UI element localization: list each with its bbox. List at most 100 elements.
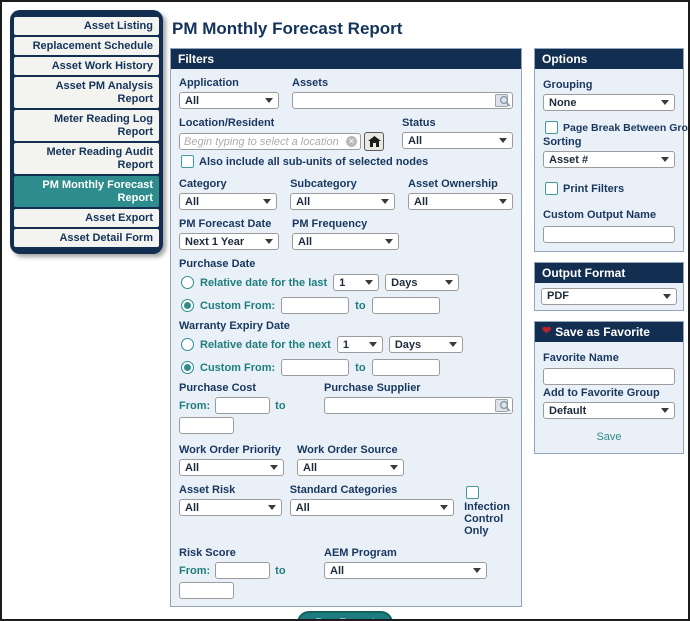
asset-ownership-select[interactable]: All xyxy=(408,193,513,210)
dropdown-arrow-icon xyxy=(265,98,273,103)
asset-risk-value: All xyxy=(185,501,200,514)
sidebar-item-replacement-schedule[interactable]: Replacement Schedule xyxy=(14,37,159,55)
dropdown-arrow-icon xyxy=(390,465,398,470)
asset-risk-select[interactable]: All xyxy=(179,499,282,516)
sidebar-item-asset-pm-analysis[interactable]: Asset PM Analysis Report xyxy=(14,77,159,108)
standard-categories-label: Standard Categories xyxy=(289,484,398,496)
sidebar-item-asset-export[interactable]: Asset Export xyxy=(14,209,159,227)
home-icon[interactable] xyxy=(364,132,384,151)
status-label: Status xyxy=(402,117,436,129)
dropdown-arrow-icon xyxy=(365,280,374,285)
output-format-select[interactable]: PDF xyxy=(541,287,677,305)
warranty-unit-select[interactable]: Days xyxy=(388,336,463,353)
dropdown-arrow-icon xyxy=(263,199,272,204)
warranty-expiry-date-label: Warranty Expiry Date xyxy=(179,320,290,332)
location-resident-label: Location/Resident xyxy=(179,117,275,129)
purchase-date-to-input[interactable] xyxy=(371,297,440,314)
status-select[interactable]: All xyxy=(402,132,513,149)
status-value: All xyxy=(408,134,423,147)
grouping-select[interactable]: None xyxy=(543,94,675,111)
filters-panel-header: Filters xyxy=(171,49,521,69)
sidebar-item-asset-work-history[interactable]: Asset Work History xyxy=(14,57,159,75)
sidebar-item-meter-reading-audit[interactable]: Meter Reading Audit Report xyxy=(14,143,159,174)
output-format-value: PDF xyxy=(547,290,569,302)
dropdown-arrow-icon xyxy=(265,239,273,244)
application-value: All xyxy=(185,94,200,107)
save-as-favorite-title: Save as Favorite xyxy=(555,324,650,339)
warranty-to-input[interactable] xyxy=(371,359,440,376)
page-break-checkbox[interactable] xyxy=(545,121,558,134)
purchase-date-custom-radio[interactable] xyxy=(181,299,194,312)
purchase-cost-from-input[interactable] xyxy=(215,397,271,414)
run-report-button[interactable]: Run Report xyxy=(297,611,393,619)
purchase-date-number-select[interactable]: 1 xyxy=(333,274,380,291)
category-select[interactable]: All xyxy=(179,193,278,210)
standard-categories-select[interactable]: All xyxy=(289,499,455,516)
clear-filters-link[interactable]: Clear Filters xyxy=(452,618,511,619)
purchase-date-unit-select[interactable]: Days xyxy=(385,274,460,291)
purchase-date-from-input[interactable] xyxy=(281,297,350,314)
purchase-cost-to-input[interactable] xyxy=(179,417,234,434)
options-panel: Options Grouping None Page Break Between… xyxy=(534,48,688,252)
warranty-relative-radio[interactable] xyxy=(181,338,194,351)
sidebar-item-asset-listing[interactable]: Asset Listing xyxy=(14,17,159,35)
work-order-priority-select[interactable]: All xyxy=(179,459,284,476)
infection-control-label: Infection Control Only xyxy=(464,501,510,537)
search-icon[interactable] xyxy=(495,399,511,412)
print-filters-checkbox[interactable] xyxy=(545,182,558,195)
dropdown-arrow-icon xyxy=(381,199,390,204)
purchase-date-relative-radio[interactable] xyxy=(181,276,194,289)
grouping-value: None xyxy=(549,96,577,109)
pm-frequency-select[interactable]: All xyxy=(292,233,399,250)
subunits-checkbox[interactable] xyxy=(181,155,194,168)
report-nav-sidebar: Asset Listing Replacement Schedule Asset… xyxy=(10,10,163,254)
location-input[interactable] xyxy=(179,133,361,150)
purchase-supplier-input[interactable] xyxy=(324,397,513,414)
work-order-source-select[interactable]: All xyxy=(297,459,404,476)
pm-frequency-value: All xyxy=(298,235,313,248)
warranty-custom-radio[interactable] xyxy=(181,361,194,374)
warranty-number-value: 1 xyxy=(342,338,349,351)
subcategory-select[interactable]: All xyxy=(290,193,396,210)
aem-program-select[interactable]: All xyxy=(324,562,487,579)
dropdown-arrow-icon xyxy=(473,568,481,573)
infection-control-checkbox[interactable] xyxy=(466,486,480,499)
dropdown-arrow-icon xyxy=(440,505,449,510)
risk-score-to-input[interactable] xyxy=(179,582,234,599)
purchase-cost-label: Purchase Cost xyxy=(179,382,257,394)
warranty-number-select[interactable]: 1 xyxy=(336,336,383,353)
purchase-date-relative-label: Relative date for the last xyxy=(200,276,328,289)
asset-ownership-value: All xyxy=(414,195,429,208)
pm-forecast-date-select[interactable]: Next 1 Year xyxy=(179,233,279,250)
custom-output-name-input[interactable] xyxy=(543,225,675,243)
save-as-favorite-panel-header: ❤ Save as Favorite xyxy=(535,321,683,342)
clear-location-icon[interactable]: ✕ xyxy=(346,136,357,147)
dropdown-arrow-icon xyxy=(445,280,454,285)
save-favorite-link[interactable]: Save xyxy=(596,431,622,443)
warranty-unit-value: Days xyxy=(394,338,422,351)
sorting-select[interactable]: Asset # xyxy=(543,151,675,168)
subunits-label: Also include all sub-units of selected n… xyxy=(199,155,429,168)
sidebar-item-asset-detail-form[interactable]: Asset Detail Form xyxy=(14,229,159,247)
sidebar-item-pm-monthly-forecast[interactable]: PM Monthly Forecast Report xyxy=(14,176,159,207)
aem-program-label: AEM Program xyxy=(324,547,397,559)
purchase-date-number-value: 1 xyxy=(339,276,346,289)
risk-score-from-input[interactable] xyxy=(215,562,271,579)
application-label: Application xyxy=(179,77,239,89)
application-select[interactable]: All xyxy=(179,92,279,109)
favorite-name-input[interactable] xyxy=(543,368,675,385)
purchase-date-label: Purchase Date xyxy=(179,258,256,270)
category-value: All xyxy=(185,195,200,208)
asset-risk-label: Asset Risk xyxy=(179,484,236,496)
sidebar-item-meter-reading-log[interactable]: Meter Reading Log Report xyxy=(14,110,159,141)
pm-forecast-date-value: Next 1 Year xyxy=(185,235,245,248)
heart-icon: ❤ xyxy=(542,325,552,337)
search-icon[interactable] xyxy=(495,94,511,107)
warranty-from-input[interactable] xyxy=(281,359,350,376)
warranty-relative-label: Relative date for the next xyxy=(200,338,331,351)
work-order-priority-label: Work Order Priority xyxy=(179,444,281,456)
favorite-group-select[interactable]: Default xyxy=(543,402,675,419)
assets-input[interactable] xyxy=(292,92,513,109)
dropdown-arrow-icon xyxy=(499,138,507,143)
standard-categories-value: All xyxy=(295,501,310,514)
